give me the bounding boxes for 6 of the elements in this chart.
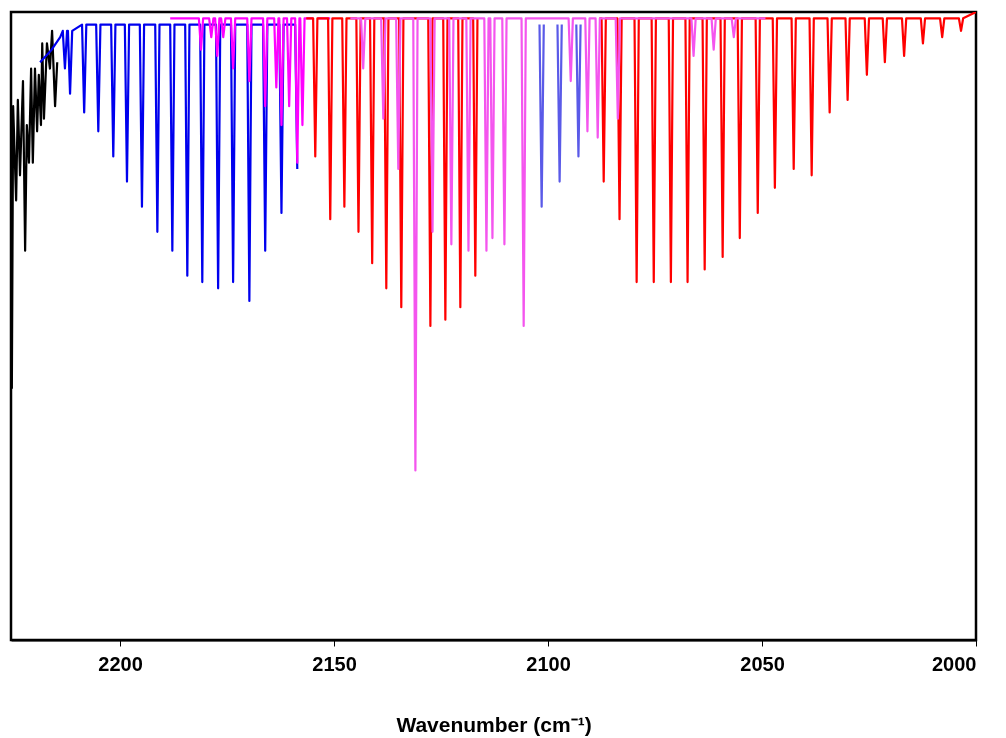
x-axis-title: Wavenumber (cm⁻¹) [396, 712, 592, 736]
x-tick-label: 2100 [526, 652, 571, 675]
x-tick-label: 2150 [312, 652, 357, 675]
x-tick-label: 2200 [98, 652, 143, 675]
x-tick-label: 2000 [932, 652, 977, 675]
x-tick-label: 2050 [740, 652, 785, 675]
